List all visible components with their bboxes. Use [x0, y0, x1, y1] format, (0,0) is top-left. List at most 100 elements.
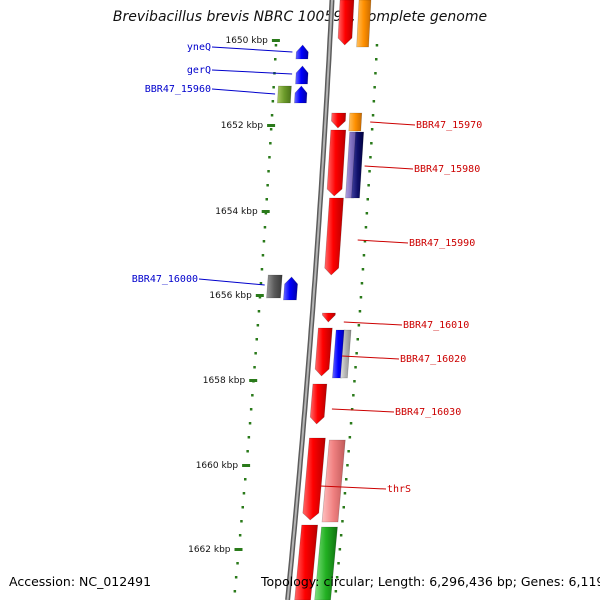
track-dot	[247, 436, 251, 439]
track-dot	[266, 184, 269, 187]
track-dot	[350, 408, 354, 411]
track-dot	[274, 58, 277, 61]
track-dot	[356, 338, 359, 341]
track-dot	[363, 240, 367, 243]
gene-label-BBR47_15970: BBR47_15970	[416, 120, 482, 131]
label-leader-line	[211, 46, 293, 53]
track-dot	[371, 114, 375, 117]
backbone-line	[286, 0, 333, 600]
kbp-tick-label: 1656 kbp	[209, 291, 252, 301]
track-dot	[352, 394, 355, 397]
gene-top-orange	[356, 0, 372, 48]
track-dot	[362, 254, 366, 257]
gene-yneQ	[295, 44, 309, 60]
kbp-tick-label: 1650 kbp	[225, 36, 268, 46]
gene-label-BBR47_15960: BBR47_15960	[145, 84, 211, 95]
label-leader-line	[211, 69, 293, 75]
track-dot	[349, 422, 353, 425]
track-dot	[335, 576, 339, 579]
label-leader-line	[198, 278, 265, 286]
track-dot	[359, 296, 363, 299]
track-dot	[269, 128, 273, 131]
track-dot	[267, 170, 270, 173]
track-dot	[346, 464, 349, 467]
track-dot	[366, 198, 369, 201]
track-dot	[369, 156, 372, 159]
track-dot	[272, 86, 275, 89]
track-dot	[241, 506, 244, 509]
track-dot	[233, 590, 237, 593]
kbp-tick-label: 1654 kbp	[215, 207, 258, 217]
gene-BBR47_15980	[326, 129, 347, 197]
kbp-tick-mark	[267, 124, 276, 127]
label-leader-line	[357, 239, 409, 244]
track-dot	[261, 254, 265, 257]
gene-BBR47_16000-gray	[266, 274, 283, 299]
track-dot	[271, 100, 275, 103]
track-dot	[375, 58, 378, 61]
kbp-tick-mark	[234, 548, 243, 551]
genome-title: Brevibacillus brevis NBRC 100599, comple…	[112, 9, 488, 25]
track-dot	[240, 520, 243, 523]
track-dot	[251, 394, 254, 397]
track-dot	[364, 226, 368, 229]
track-dot	[263, 226, 267, 229]
label-leader-line	[320, 485, 387, 490]
track-dot	[348, 436, 352, 439]
label-layer: 1650 kbp 1652 kbp 1654 kbp 1656 kbp 1658 kbp…	[132, 36, 482, 555]
kbp-tick-mark	[249, 379, 258, 382]
track-dot	[248, 422, 252, 425]
track-dot	[264, 212, 268, 215]
kbp-tick-label: 1662 kbp	[188, 545, 231, 555]
track-dot	[334, 590, 338, 593]
track-dot	[354, 366, 357, 369]
gene-bottom-green	[314, 526, 338, 600]
track-dot	[358, 310, 362, 313]
track-dot	[375, 44, 379, 47]
track-dot	[372, 100, 376, 103]
label-leader-line	[211, 88, 276, 95]
gene-BBR47_15970-orange	[348, 112, 363, 132]
gene-gerQ	[295, 65, 309, 85]
kbp-tick-label: 1658 kbp	[203, 376, 246, 386]
label-leader-line	[370, 121, 416, 126]
track-dot	[365, 212, 369, 215]
gene-top-red	[337, 0, 355, 46]
gene-label-yneQ: yneQ	[187, 42, 211, 53]
track-dot	[343, 492, 347, 495]
track-dot	[355, 352, 358, 355]
track-dot	[269, 142, 272, 145]
gene-BBR47_15990	[324, 197, 344, 276]
gene-label-BBR47_15990: BBR47_15990	[409, 238, 475, 249]
track-dot	[373, 86, 376, 89]
track-dot	[256, 324, 260, 327]
gene-thrS	[302, 437, 326, 521]
track-dot	[368, 170, 371, 173]
track-dot	[258, 296, 262, 299]
gene-bottom-red	[294, 524, 319, 600]
gene-label-BBR47_16010: BBR47_16010	[403, 320, 469, 331]
gene-BBR47_16030	[309, 383, 328, 425]
kbp-tick-mark	[261, 210, 270, 213]
label-leader-line	[331, 408, 395, 413]
track-dot	[238, 534, 242, 537]
track-dot	[268, 156, 271, 159]
gene-BBR47_15970	[331, 112, 347, 129]
track-dot	[345, 478, 348, 481]
gene-BBR47_15960-arrow	[294, 85, 308, 104]
track-dot	[337, 562, 340, 565]
gene-BBR47_16020-silver	[340, 329, 352, 379]
track-dot	[360, 282, 364, 285]
label-leader-line	[364, 165, 414, 170]
gene-label-BBR47_15980: BBR47_15980	[414, 164, 480, 175]
track-dot	[262, 240, 266, 243]
track-dot	[374, 72, 377, 75]
track-dot	[259, 282, 263, 285]
track-dot	[370, 128, 374, 131]
track-dot	[367, 184, 370, 187]
gene-label-gerQ: gerQ	[187, 65, 211, 76]
track-dot	[338, 548, 342, 551]
track-dot	[257, 310, 261, 313]
track-dot	[246, 450, 249, 453]
